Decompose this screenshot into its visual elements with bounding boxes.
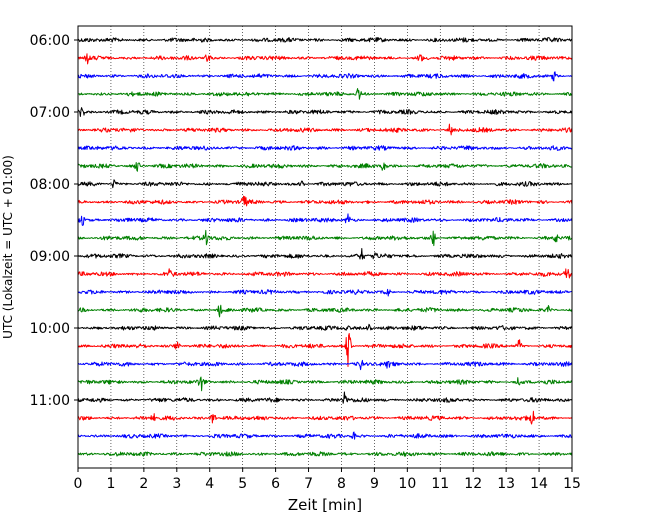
trace-0930 (77, 288, 572, 297)
y-tick-label: 06:00 (30, 33, 70, 49)
seismic-traces (77, 37, 573, 457)
x-tick-label: 9 (370, 476, 379, 492)
y-axis-label: UTC (Lokalzeit = UTC + 01:00) (1, 155, 15, 339)
x-tick-label: 11 (431, 476, 449, 492)
trace-0745 (77, 162, 573, 172)
trace-0945 (77, 304, 573, 318)
x-tick-label: 4 (205, 476, 214, 492)
trace-1045 (77, 376, 573, 392)
trace-0615 (77, 53, 573, 65)
trace-0830 (77, 213, 573, 226)
trace-0700 (77, 107, 573, 117)
trace-0730 (77, 145, 573, 151)
x-tick-label: 0 (74, 476, 83, 492)
plot-background (78, 26, 572, 468)
x-axis-label: Zeit [min] (288, 496, 362, 514)
x-tick-label: 7 (304, 476, 313, 492)
trace-0645 (77, 88, 573, 100)
x-axis-ticks: 0 1 2 3 4 5 6 7 8 9 10 11 12 13 14 15 (74, 468, 581, 492)
plot-frame (77, 25, 573, 469)
y-tick-label: 11:00 (30, 393, 70, 409)
trace-1000 (77, 323, 573, 331)
trace-1030 (77, 359, 573, 371)
trace-0915 (77, 268, 572, 279)
trace-1130 (77, 431, 572, 440)
x-tick-label: 10 (398, 476, 416, 492)
y-axis-ticks: 06:00 07:00 08:00 09:00 10:00 11:00 (30, 33, 78, 409)
x-tick-label: 6 (271, 476, 280, 492)
x-tick-label: 2 (139, 476, 148, 492)
trace-0900 (77, 248, 573, 260)
x-tick-label: 15 (563, 476, 581, 492)
y-tick-label: 10:00 (30, 321, 70, 337)
x-tick-label: 3 (172, 476, 181, 492)
trace-0630 (77, 71, 573, 82)
trace-1145 (77, 451, 573, 457)
trace-0800 (77, 179, 573, 189)
x-tick-label: 12 (464, 476, 482, 492)
trace-0600 (77, 37, 573, 43)
x-tick-label: 14 (530, 476, 548, 492)
trace-1015 (77, 333, 573, 368)
x-tick-label: 13 (497, 476, 515, 492)
trace-1115 (77, 410, 573, 425)
y-tick-label: 09:00 (30, 249, 70, 265)
y-tick-label: 08:00 (30, 177, 70, 193)
x-tick-label: 8 (337, 476, 346, 492)
x-tick-label: 1 (106, 476, 115, 492)
x-tick-label: 5 (238, 476, 247, 492)
y-tick-label: 07:00 (30, 105, 70, 121)
trace-0815 (77, 195, 573, 207)
trace-0845 (77, 229, 573, 247)
trace-0715 (77, 123, 573, 136)
trace-1100 (77, 391, 573, 404)
